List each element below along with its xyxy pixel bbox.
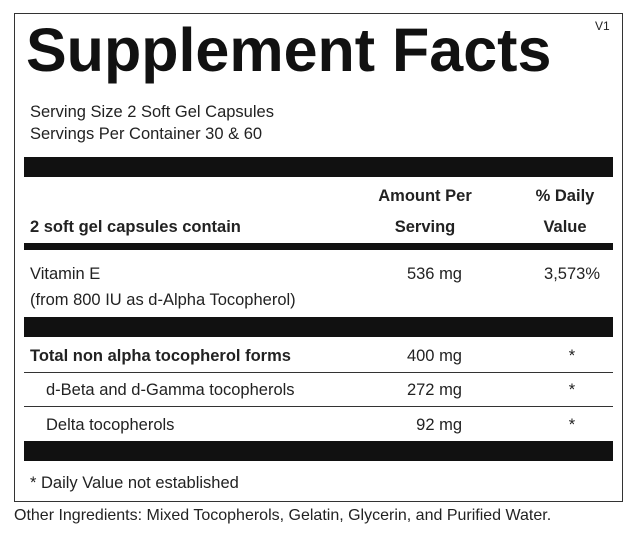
- amount: 272 mg: [406, 381, 462, 399]
- row-divider: [24, 406, 613, 407]
- amount: 400 mg: [406, 347, 462, 365]
- nutrient-note: (from 800 IU as d-Alpha Tocopherol): [30, 291, 296, 309]
- column-header: Serving: [394, 218, 456, 236]
- row-divider: [24, 372, 613, 373]
- separator-bar: [24, 243, 613, 250]
- amount: 92 mg: [416, 416, 462, 434]
- column-header: 2 soft gel capsules contain: [30, 218, 241, 236]
- serving-size: Serving Size 2 Soft Gel Capsules: [30, 103, 274, 121]
- nutrient-name: Vitamin E: [30, 265, 101, 283]
- amount: 536 mg: [406, 265, 462, 283]
- version: V1: [595, 19, 610, 33]
- label-border: [14, 13, 623, 502]
- footnote: * Daily Value not established: [30, 474, 239, 492]
- daily-value: 3,573%: [544, 265, 600, 283]
- column-header: Amount Per: [378, 187, 472, 205]
- column-header: Value: [543, 218, 587, 236]
- separator-bar: [24, 441, 613, 461]
- separator-bar: [24, 317, 613, 337]
- daily-value: *: [568, 381, 576, 399]
- separator-bar: [24, 157, 613, 177]
- servings-per-container: Servings Per Container 30 & 60: [30, 125, 263, 143]
- daily-value: *: [568, 416, 576, 434]
- nutrient-name: d-Beta and d-Gamma tocopherols: [46, 381, 295, 399]
- daily-value: *: [568, 347, 576, 365]
- nutrient-name: Delta tocopherols: [46, 416, 175, 434]
- other-ingredients: Other Ingredients: Mixed Tocopherols, Ge…: [14, 507, 552, 524]
- column-header: % Daily: [535, 187, 595, 205]
- title: Supplement Facts: [26, 16, 552, 84]
- nutrient-name: Total non alpha tocopherol forms: [30, 347, 291, 365]
